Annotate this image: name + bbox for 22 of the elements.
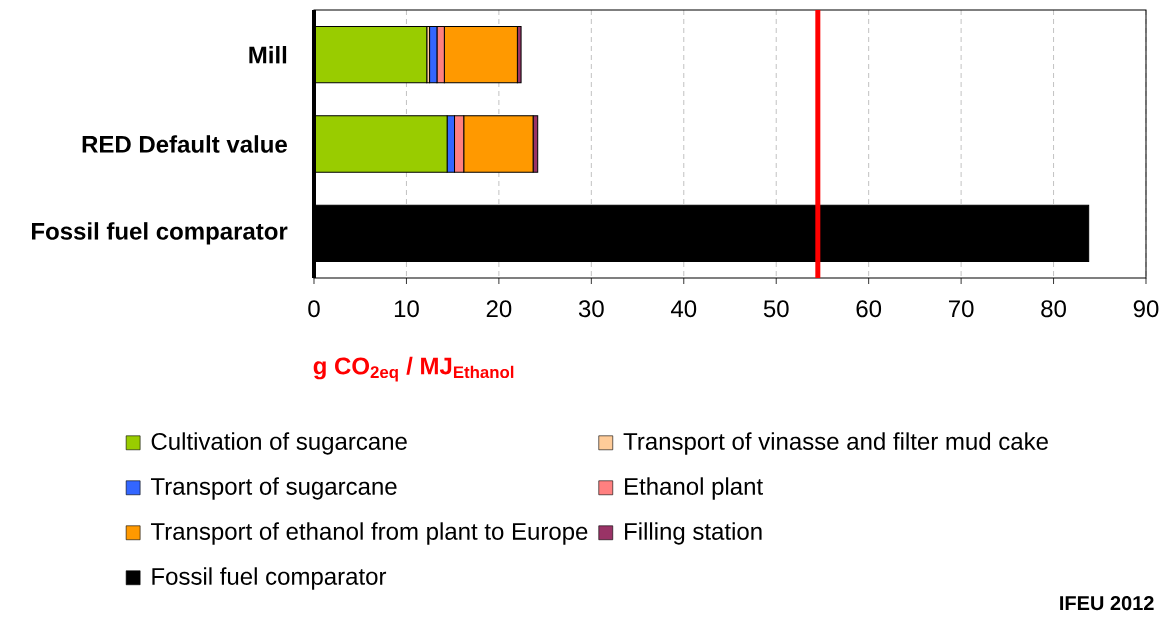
x-tick-label: 40 [670, 300, 697, 318]
legend-label: Filling station [625, 522, 762, 545]
x-tick-label: 80 [1041, 300, 1066, 318]
x-tick-label: 50 [763, 300, 789, 318]
x-tick-label: 70 [948, 300, 974, 318]
x-tick-label: 0 [308, 300, 320, 318]
y-tick-label: Mill [249, 45, 287, 64]
x-tick-label: 90 [1133, 300, 1159, 318]
x-tick-label: 10 [394, 300, 419, 318]
x-tick-label: 20 [486, 300, 512, 318]
legend-label: Transport of sugarcane [150, 477, 397, 500]
legend-label: Transport of vinasse and filter mud cake [623, 432, 1048, 455]
y-tick-label: RED Default value [82, 135, 287, 153]
y-tick-label: Fossil fuel comparator [32, 222, 288, 245]
legend-label: Cultivation of sugarcane [151, 432, 407, 455]
legend-label: Transport of ethanol from plant to Europe [150, 522, 588, 545]
x-tick-label: 60 [856, 300, 882, 318]
legend-label: Fossil fuel comparator [152, 567, 387, 590]
x-axis-title: g CO$_{2eq}$ / MJ$_{Ethanol}$ [313, 356, 514, 382]
text: IFEU 2012 [1060, 596, 1154, 611]
legend-label: Ethanol plant [625, 477, 763, 500]
x-tick-label: 30 [578, 300, 604, 318]
